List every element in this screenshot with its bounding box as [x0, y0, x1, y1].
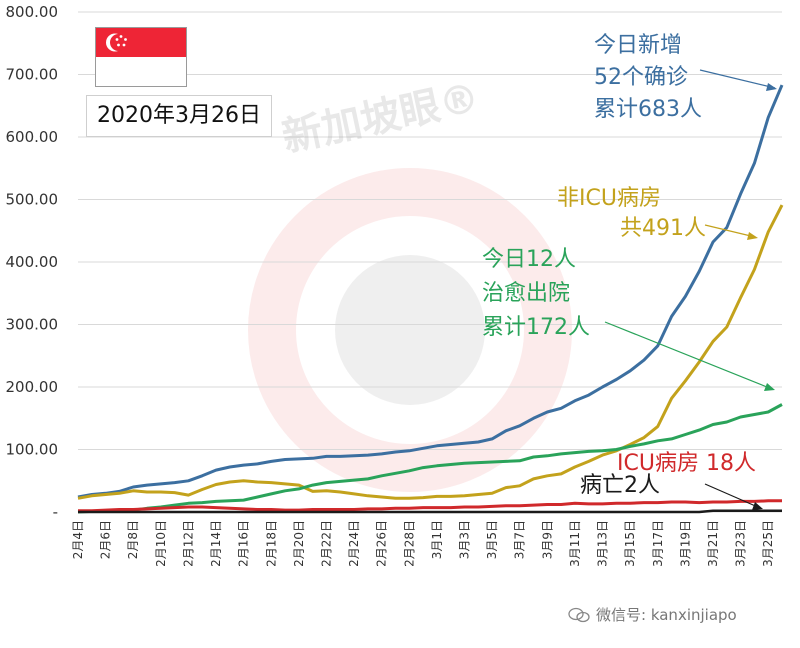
- discharged-label-line-1: 今日12人: [482, 247, 576, 272]
- x-tick-label: 3月1日: [430, 520, 444, 559]
- non-icu-arrow: [704, 224, 756, 238]
- x-tick-label: 2月4日: [71, 520, 85, 559]
- icu-label: ICU病房 18人: [617, 451, 756, 476]
- deaths-label: 病亡2人: [580, 473, 660, 498]
- x-axis-ticks: 2月4日 2月6日 2月8日 2月10日 2月12日 2月14日 2月16日 2月18日 2月2…: [71, 520, 775, 567]
- x-tick-label: 3月11日: [568, 520, 582, 567]
- y-tick-label: 400.00: [6, 253, 59, 271]
- y-axis-ticks: - 100.00 200.00 300.00 400.00 500.00 600.00 700…: [6, 3, 59, 521]
- wechat-id: 微信号: kanxinjiapo: [568, 604, 737, 625]
- series-line-icu: [78, 499, 782, 513]
- discharged-arrow: [604, 321, 773, 390]
- x-tick-label: 2月14日: [209, 520, 223, 567]
- confirmed-label-line-3: 累计683人: [594, 97, 702, 122]
- annotation-confirmed: 今日新增 52个确诊 累计683人: [594, 33, 777, 122]
- y-tick-label: -: [53, 503, 58, 521]
- date-label: 2020年3月26日: [86, 95, 272, 137]
- annotation-non-icu: 非ICU病房 共491人: [557, 186, 758, 241]
- confirmed-label-line-1: 今日新增: [594, 33, 682, 58]
- x-tick-label: 3月25日: [761, 520, 775, 567]
- deaths-arrow-head: [752, 502, 763, 510]
- y-tick-label: 100.00: [6, 441, 59, 459]
- confirmed-label-line-2: 52个确诊: [594, 65, 688, 90]
- confirmed-arrow: [699, 69, 776, 89]
- series-line-deaths: [78, 509, 782, 514]
- x-tick-label: 2月6日: [99, 520, 113, 559]
- discharged-label-line-3: 累计172人: [482, 315, 590, 340]
- x-tick-label: 3月9日: [540, 520, 554, 559]
- discharged-label-line-2: 治愈出院: [482, 281, 570, 306]
- series-line-non_icu: [77, 204, 784, 500]
- x-tick-label: 2月28日: [402, 520, 416, 567]
- x-tick-label: 3月17日: [651, 520, 665, 567]
- confirmed-arrow-head: [766, 83, 777, 91]
- discharged-arrow-head: [764, 383, 775, 391]
- x-tick-label: 2月18日: [264, 520, 278, 567]
- y-tick-label: 200.00: [6, 378, 59, 396]
- series-line-confirmed: [77, 84, 784, 499]
- x-tick-label: 2月16日: [237, 520, 251, 567]
- y-tick-label: 500.00: [6, 191, 59, 209]
- x-tick-label: 2月10日: [154, 520, 168, 567]
- x-tick-label: 3月19日: [678, 520, 692, 567]
- x-tick-label: 3月13日: [596, 520, 610, 567]
- y-tick-label: 800.00: [6, 3, 59, 21]
- y-tick-label: 300.00: [6, 316, 59, 334]
- x-tick-label: 3月3日: [458, 520, 472, 559]
- x-tick-label: 2月20日: [292, 520, 306, 567]
- non-icu-label-line-2: 共491人: [620, 216, 706, 241]
- singapore-flag-icon: [95, 27, 187, 87]
- x-tick-label: 3月15日: [623, 520, 637, 567]
- series-line-discharged: [77, 403, 783, 514]
- x-tick-label: 3月21日: [706, 520, 720, 567]
- x-tick-label: 2月8日: [126, 520, 140, 559]
- x-tick-label: 2月12日: [181, 520, 195, 567]
- x-tick-label: 3月23日: [734, 520, 748, 567]
- non-icu-label-line-1: 非ICU病房: [557, 186, 661, 211]
- deaths-arrow: [704, 483, 761, 509]
- watermark-logo: [248, 168, 572, 492]
- x-tick-label: 3月7日: [513, 520, 527, 559]
- x-tick-label: 2月24日: [347, 520, 361, 567]
- y-tick-label: 600.00: [6, 128, 59, 146]
- wechat-id-text: 微信号: kanxinjiapo: [596, 606, 737, 624]
- series-lines: [77, 84, 784, 514]
- y-tick-label: 700.00: [6, 66, 59, 84]
- annotation-discharged: 今日12人 治愈出院 累计172人: [482, 247, 775, 391]
- non-icu-arrow-head: [747, 232, 758, 240]
- x-tick-label: 2月22日: [319, 520, 333, 567]
- x-tick-label: 2月26日: [375, 520, 389, 567]
- wechat-icon: [568, 607, 590, 623]
- x-tick-label: 3月5日: [485, 520, 499, 559]
